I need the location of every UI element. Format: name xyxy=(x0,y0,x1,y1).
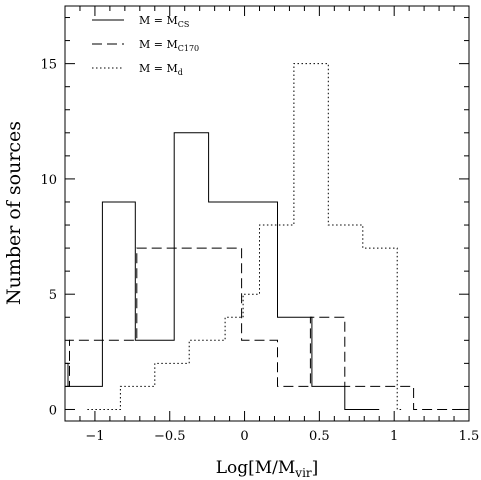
plot-frame xyxy=(64,5,470,422)
y-tick-label: 5 xyxy=(49,288,57,303)
legend-label: M = MC170 xyxy=(139,38,199,53)
legend-label-sub: C170 xyxy=(178,44,199,53)
series-line-solid xyxy=(65,132,380,410)
x-axis-label: Log[M/Mvir] xyxy=(216,458,319,480)
x-tick-label: 1.5 xyxy=(459,429,480,444)
x-axis-label-sub: vir xyxy=(294,466,312,480)
legend-label-main: M = M xyxy=(139,38,178,51)
x-tick-label: 1 xyxy=(390,429,398,444)
legend-label: M = Md xyxy=(139,62,183,77)
x-axis-label-end: ] xyxy=(312,458,319,478)
x-tick-label: −1 xyxy=(85,429,104,444)
series-line-dotted xyxy=(87,63,402,410)
y-tick-label: 10 xyxy=(40,173,57,188)
axis-ticks: −1 −0.5 0 0.5 1 1.5 0 5 10 15 xyxy=(40,6,479,444)
x-tick-label: 0.5 xyxy=(309,429,330,444)
legend-label-main: M = M xyxy=(139,62,178,75)
y-axis-label: Number of sources xyxy=(3,121,25,305)
x-tick-label: 0 xyxy=(240,429,248,444)
y-tick-label: 15 xyxy=(40,58,57,73)
x-tick-label: −0.5 xyxy=(154,429,186,444)
legend-label-sub: d xyxy=(178,68,183,77)
x-axis-label-main: Log[M/M xyxy=(216,458,296,478)
legend-label-sub: CS xyxy=(178,20,190,29)
series-layer xyxy=(65,63,469,410)
legend-label-main: M = M xyxy=(139,14,178,27)
y-tick-label: 0 xyxy=(49,403,57,418)
legend-label: M = MCS xyxy=(139,14,189,29)
series-line-dashed xyxy=(65,247,469,410)
